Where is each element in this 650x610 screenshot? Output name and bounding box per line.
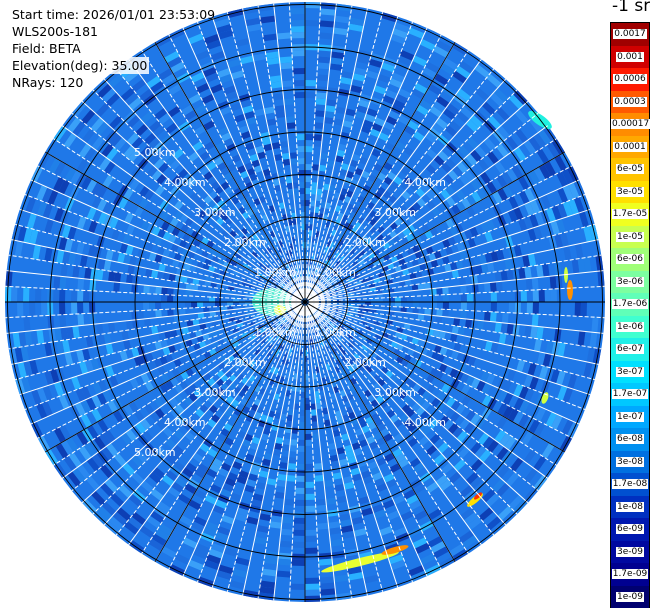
colorbar-cell: 1.7e-07: [611, 383, 649, 406]
colorbar-tick-label: 0.0017: [613, 29, 647, 39]
range-ring-label: 4.00km: [164, 416, 206, 429]
range-ring-label: 2.00km: [224, 356, 266, 369]
colorbar-tick-label: 1e-08: [616, 501, 644, 512]
start-time-label: Start time: 2026/01/01 23:53:09: [12, 7, 216, 22]
colorbar-cell: 6e-07: [611, 338, 649, 361]
colorbar-tick-label: 3e-09: [616, 546, 644, 557]
colorbar-cell: 6e-06: [611, 248, 649, 271]
range-ring-grid: [5, 2, 605, 602]
colorbar-tick-label: 1e-05: [616, 231, 644, 242]
range-ring-label: 1.00km: [254, 266, 296, 279]
colorbar-tick-label: 6e-05: [616, 164, 644, 174]
colorbar-cell: 1.7e-06: [611, 293, 649, 316]
colorbar-cell: 3e-09: [611, 540, 649, 563]
echo-feature: [473, 492, 483, 500]
colorbar-cell: 6e-08: [611, 428, 649, 451]
colorbar-tick-label: 3e-06: [616, 276, 644, 287]
colorbar-cell: 0.0003: [611, 90, 649, 113]
colorbar-tick-label: 0.0001: [613, 141, 647, 152]
range-ring-label: 1.00km: [314, 326, 356, 339]
colorbar-tick-label: 0.0003: [613, 96, 647, 107]
colorbar-tick-label: 1.7e-05: [611, 209, 649, 219]
range-ring-label: 2.00km: [344, 236, 386, 249]
colorbar-tick-label: 0.00017: [611, 119, 650, 129]
colorbar-tick-label: 6e-08: [616, 434, 644, 444]
colorbar-cell: 1e-05: [611, 225, 649, 248]
colorbar-tick-label: 0.0006: [613, 74, 647, 84]
colorbar-units-title: -1 sr-1: [612, 0, 650, 16]
range-ring-label: 4.00km: [164, 176, 206, 189]
colorbar-tick-label: 1.7e-07: [611, 389, 649, 399]
colorbar-cell: 6e-09: [611, 518, 649, 541]
range-ring-label: 4.00km: [404, 416, 446, 429]
colorbar-cell: 1e-08: [611, 495, 649, 518]
colorbar-cell: 3e-06: [611, 270, 649, 293]
colorbar-tick-label: 3e-08: [616, 456, 644, 467]
colorbar-tick-label: 1.7e-06: [611, 299, 649, 309]
echo-feature: [567, 280, 573, 300]
range-ring-label: 1.00km: [314, 266, 356, 279]
range-ring-label: 5.00km: [134, 446, 176, 459]
range-ring-label: 4.00km: [404, 176, 446, 189]
colorbar-cell: 1e-07: [611, 405, 649, 428]
colorbar-tick-label: 1.7e-08: [611, 479, 649, 489]
colorbar-cell: 1e-06: [611, 315, 649, 338]
colorbar-cell: 0.001: [611, 45, 649, 68]
colorbar-cell: 6e-05: [611, 158, 649, 181]
range-ring-labels: 1.00km 1.00km 1.00km 1.00km 2.00km 2.00km 2.00…: [134, 146, 446, 459]
range-ring-label: 5.00km: [134, 146, 176, 159]
echo-feature: [381, 545, 409, 555]
colorbar-cell: 1e-09: [611, 585, 649, 608]
site-label: WLS200s-181: [12, 24, 98, 39]
colorbar-cell: 1.7e-05: [611, 203, 649, 226]
range-ring-label: 3.00km: [374, 386, 416, 399]
elevation-label: Elevation(deg): 35.00: [12, 57, 150, 74]
range-ring-label: 3.00km: [194, 386, 236, 399]
range-ring-label: 2.00km: [224, 236, 266, 249]
colorbar-legend: 0.0017 0.001 0.0006 0.0003 0.00017 0.0001 6e-0…: [610, 22, 650, 608]
range-ring-label: 1.00km: [254, 326, 296, 339]
range-ring-label: 2.00km: [344, 356, 386, 369]
nrays-label: NRays: 120: [12, 75, 84, 90]
colorbar-tick-label: 3e-05: [616, 186, 644, 197]
colorbar-tick-label: 3e-07: [616, 366, 644, 377]
range-ring-label: 3.00km: [194, 206, 236, 219]
colorbar-cell: 0.0006: [611, 68, 649, 91]
plot-info-panel: Start time: 2026/01/01 23:53:09 WLS200s-…: [12, 6, 215, 91]
colorbar-cell: 0.0001: [611, 135, 649, 158]
colorbar-tick-label: 0.001: [616, 51, 644, 62]
ppi-scan-plot[interactable]: 1.00km 1.00km 1.00km 1.00km 2.00km 2.00km 2.00…: [0, 0, 610, 610]
colorbar-cell: 0.00017: [611, 113, 650, 136]
range-ring-label: 3.00km: [374, 206, 416, 219]
colorbar-tick-label: 1e-09: [616, 591, 644, 602]
field-label: Field: BETA: [12, 41, 81, 56]
azimuth-gridline: [44, 151, 566, 453]
colorbar-cell: 3e-07: [611, 360, 649, 383]
colorbar-tick-label: 1.7e-09: [611, 569, 649, 579]
colorbar-cell: 3e-05: [611, 180, 649, 203]
colorbar-cell: 0.0017: [611, 23, 649, 46]
colorbar-tick-label: 1e-07: [616, 411, 644, 422]
colorbar-cell: 1.7e-09: [611, 563, 649, 586]
colorbar-cell: 1.7e-08: [611, 473, 649, 496]
colorbar-cell: 3e-08: [611, 450, 649, 473]
colorbar-tick-label: 6e-09: [616, 524, 644, 534]
colorbar-tick-label: 6e-07: [616, 344, 644, 354]
colorbar-tick-label: 6e-06: [616, 254, 644, 264]
colorbar-tick-label: 1e-06: [616, 321, 644, 332]
